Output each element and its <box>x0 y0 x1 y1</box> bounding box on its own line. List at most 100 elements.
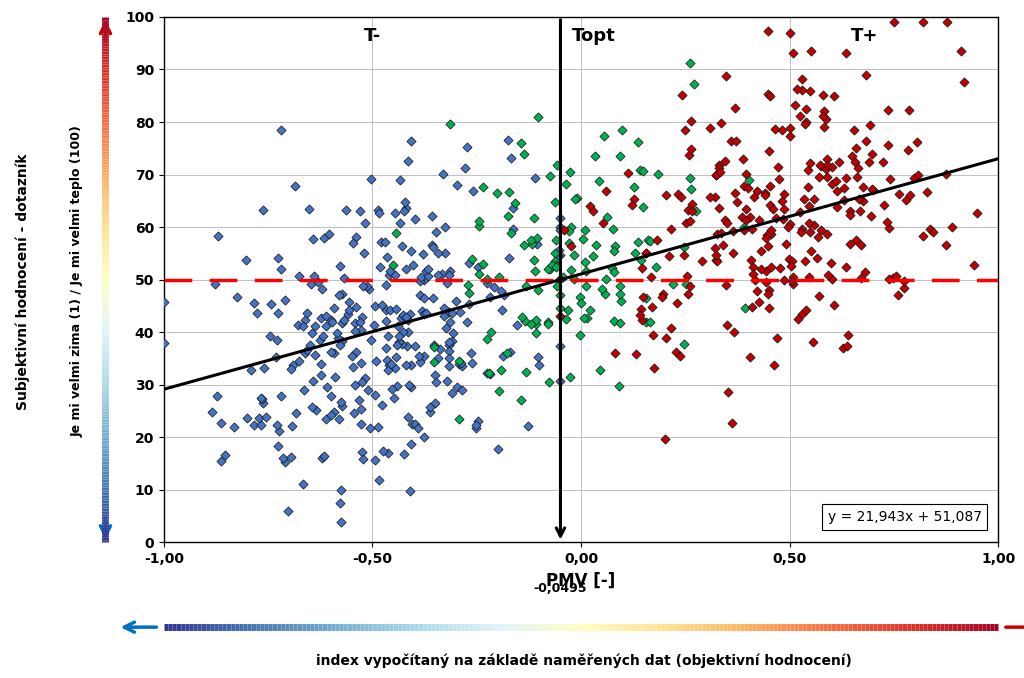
Point <box>788 84 805 95</box>
Point <box>388 227 404 238</box>
Point <box>665 278 681 289</box>
Point <box>638 292 654 303</box>
Point <box>734 154 751 165</box>
Point <box>771 263 787 274</box>
Point <box>489 443 506 454</box>
Point <box>380 330 396 341</box>
Point <box>404 419 421 430</box>
Point <box>461 258 477 268</box>
Point <box>505 202 521 213</box>
Point <box>384 384 400 395</box>
Point <box>717 214 733 225</box>
Point <box>578 224 594 235</box>
Point <box>712 167 728 178</box>
Point <box>715 239 731 250</box>
Point <box>749 285 765 296</box>
Point <box>262 331 279 342</box>
Point <box>295 321 311 332</box>
Point <box>367 320 383 331</box>
Point <box>379 355 395 366</box>
Point <box>471 215 487 226</box>
Point <box>416 293 432 304</box>
Point <box>346 379 362 390</box>
Point <box>627 182 643 193</box>
Point <box>479 367 496 378</box>
Point <box>249 307 265 318</box>
Point <box>542 264 558 275</box>
Point <box>794 73 810 84</box>
Point <box>680 289 696 300</box>
Point <box>397 196 414 207</box>
Point <box>547 247 563 258</box>
Point <box>352 205 369 216</box>
Point <box>754 263 770 274</box>
Point <box>353 403 370 414</box>
Point <box>767 124 783 135</box>
Point <box>549 280 565 291</box>
Point <box>509 320 525 331</box>
Point <box>444 308 461 319</box>
Point <box>382 359 398 370</box>
Point <box>382 266 398 277</box>
Point <box>412 357 428 367</box>
Point <box>374 400 390 411</box>
Point <box>816 106 833 117</box>
Point <box>246 420 262 431</box>
Point <box>549 159 565 170</box>
Point <box>396 448 413 459</box>
Point <box>823 162 840 173</box>
Point <box>846 125 862 136</box>
Point <box>313 283 330 294</box>
Point <box>516 148 532 159</box>
Point <box>763 225 779 236</box>
Point <box>393 313 410 323</box>
Point <box>268 334 285 345</box>
Point <box>741 351 758 362</box>
Point <box>587 151 603 161</box>
Point <box>424 239 440 250</box>
Point <box>315 451 332 462</box>
Point <box>880 105 896 116</box>
Point <box>258 412 274 422</box>
Point <box>736 303 753 314</box>
Point <box>313 313 330 324</box>
Point <box>781 123 798 134</box>
Point <box>614 125 631 136</box>
Point <box>441 317 458 327</box>
Point <box>505 223 521 234</box>
Point <box>528 319 545 330</box>
Point <box>397 359 414 370</box>
Point <box>437 222 454 233</box>
Point <box>347 325 364 336</box>
Point <box>795 308 811 319</box>
Point <box>547 197 563 207</box>
Point <box>598 185 614 196</box>
Point <box>709 228 725 239</box>
Point <box>876 200 892 211</box>
Point <box>513 138 529 148</box>
Point <box>645 363 662 374</box>
Point <box>819 154 836 165</box>
Point <box>412 276 428 287</box>
Point <box>718 71 734 81</box>
Point <box>496 290 512 300</box>
Point <box>262 298 279 309</box>
Point <box>256 363 272 374</box>
Point <box>724 418 740 428</box>
Point <box>676 250 692 260</box>
Point <box>269 307 286 318</box>
Point <box>275 452 292 463</box>
Point <box>401 380 418 391</box>
Point <box>783 255 800 266</box>
Point <box>354 377 371 388</box>
Point <box>775 214 792 224</box>
Point <box>323 410 339 420</box>
Point <box>204 406 220 417</box>
Point <box>757 190 773 201</box>
Point <box>517 316 534 327</box>
Point <box>738 203 755 214</box>
Point <box>717 156 733 167</box>
Point <box>156 297 172 308</box>
Point <box>561 238 578 249</box>
Point <box>451 359 467 370</box>
